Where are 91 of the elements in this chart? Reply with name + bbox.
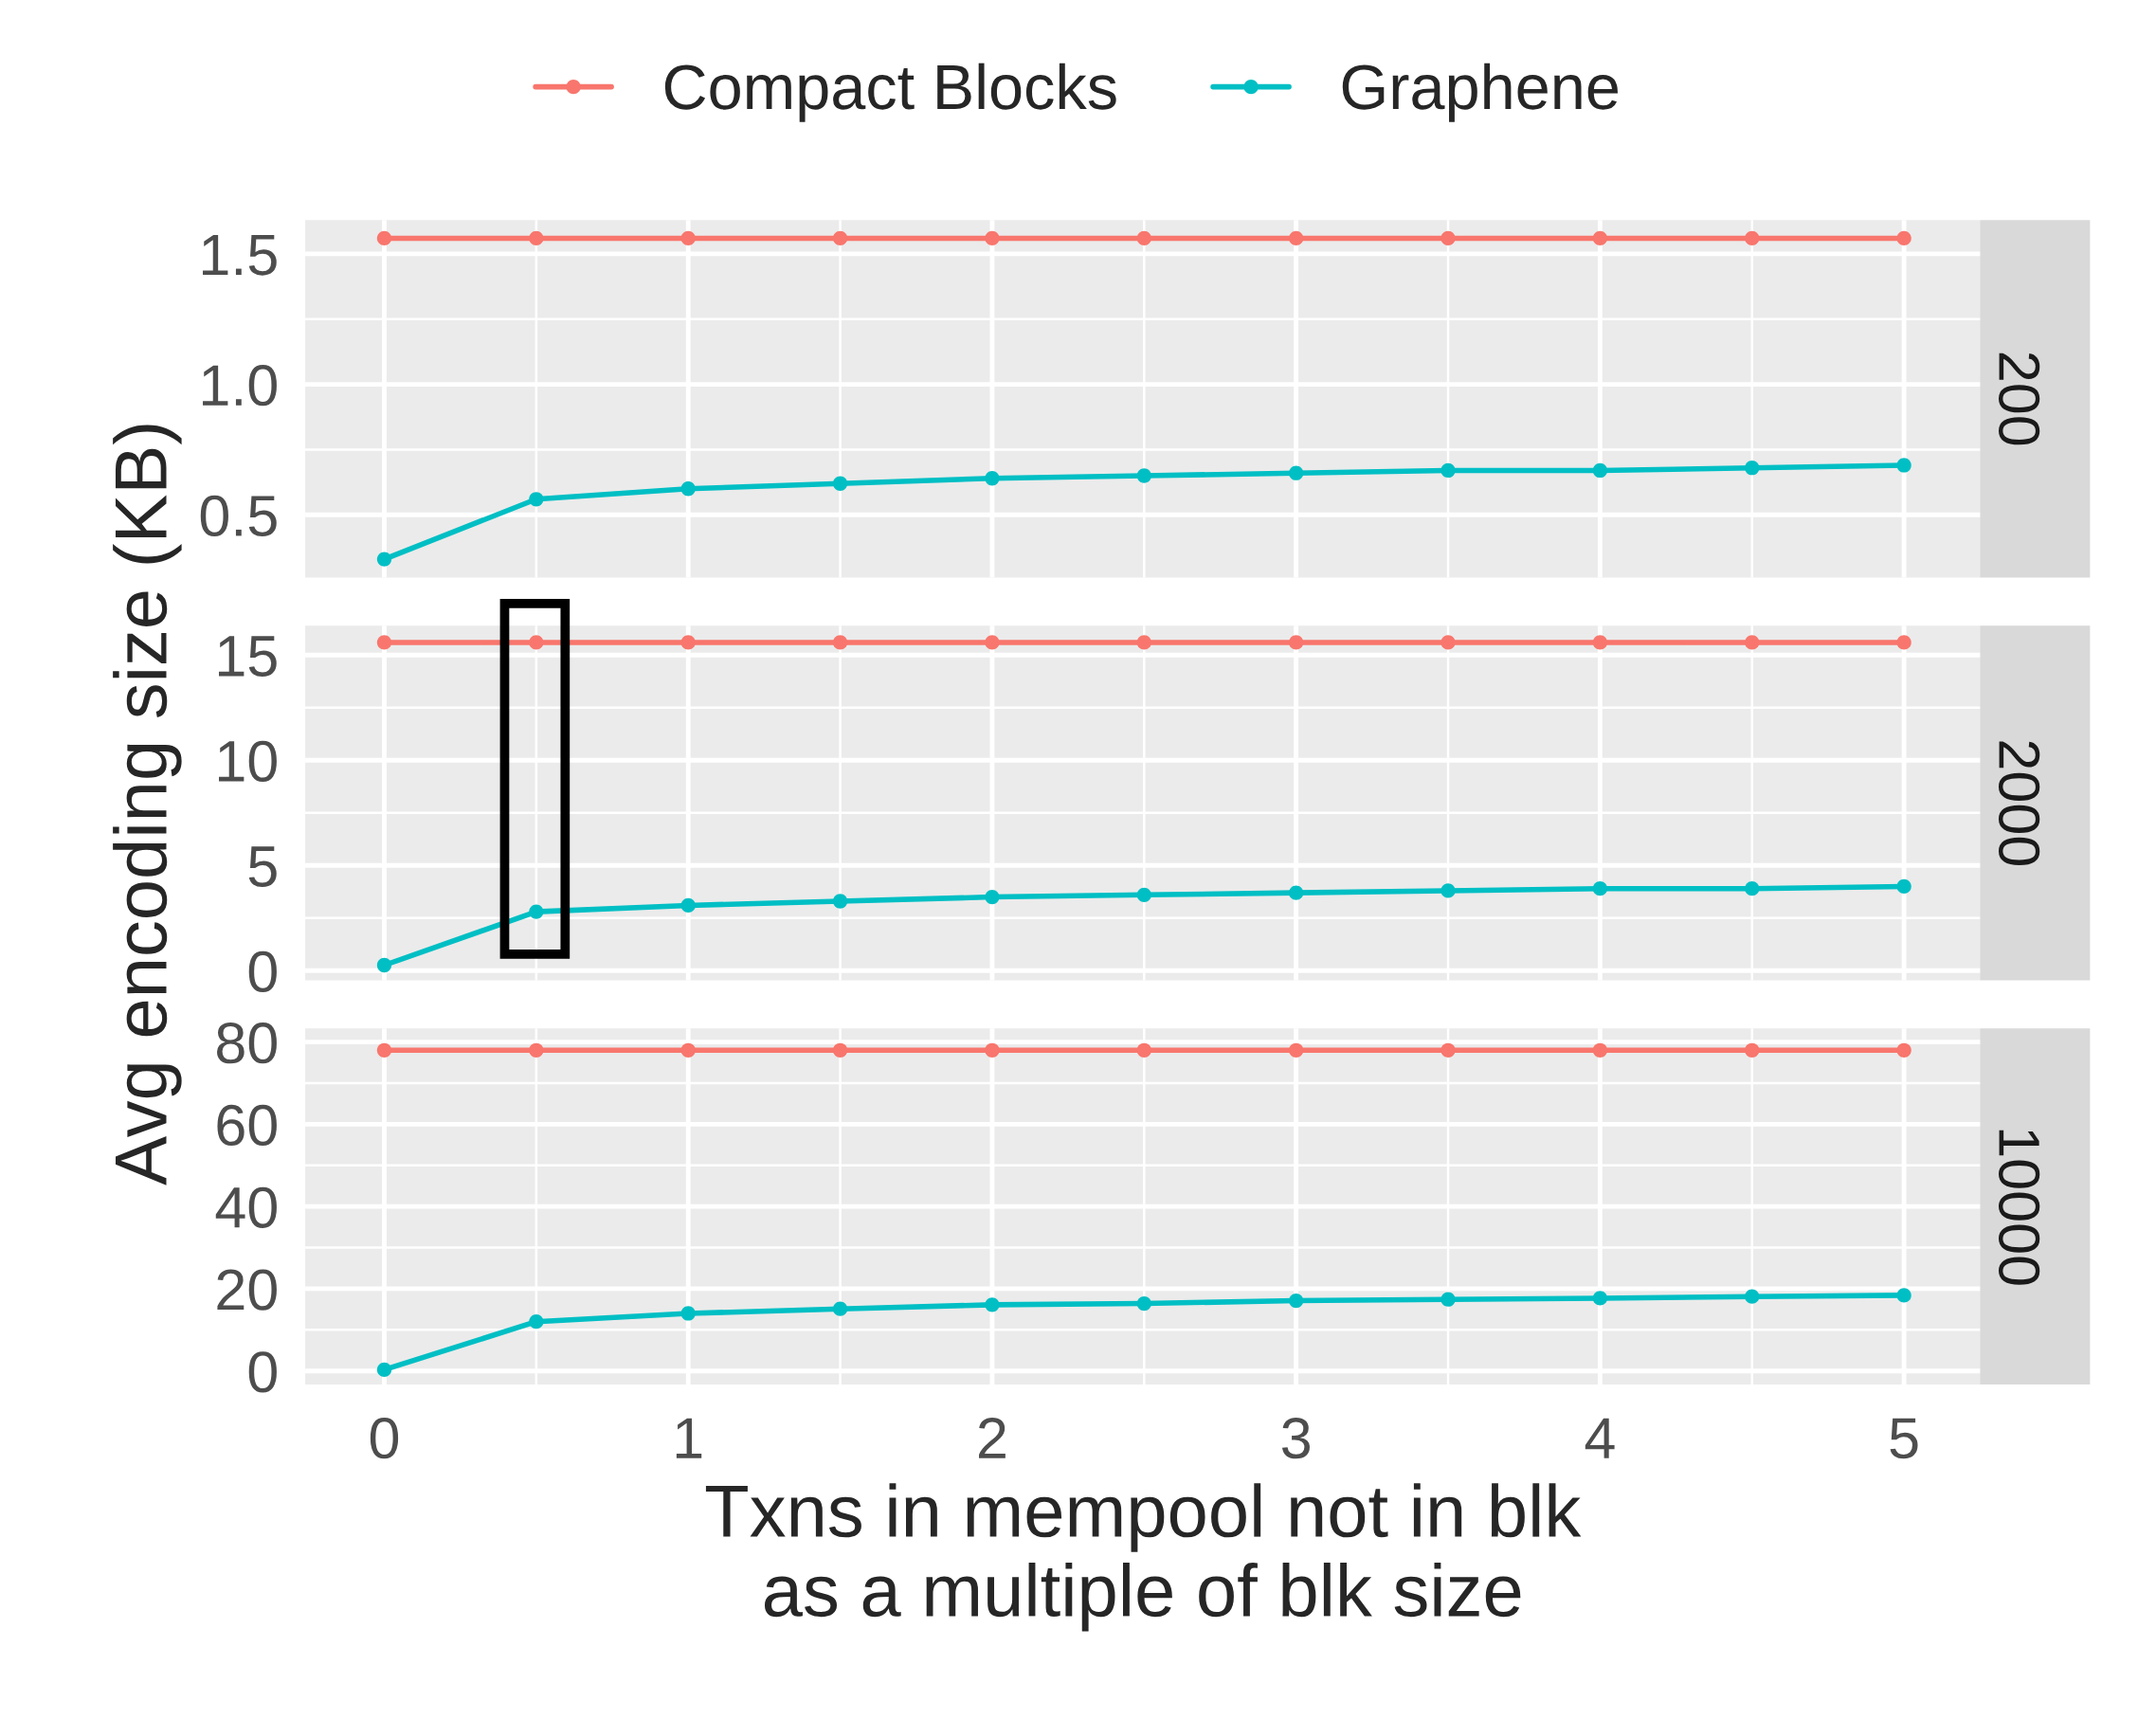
x-tick-label: 2 xyxy=(979,1418,1006,1458)
point xyxy=(1136,468,1151,483)
y-tick-label: 0.5 xyxy=(200,495,277,537)
point xyxy=(529,635,544,650)
point xyxy=(1136,1042,1151,1058)
point xyxy=(529,1042,544,1058)
legend-label: Graphene xyxy=(1342,63,1618,122)
point xyxy=(832,230,848,246)
x-axis-title: Txns in mempool not in blk as a multiple of blk size xyxy=(705,1483,1582,1632)
point xyxy=(1440,1042,1456,1058)
point xyxy=(376,230,392,246)
point xyxy=(376,957,392,973)
point xyxy=(1896,458,1911,473)
point xyxy=(1896,878,1911,895)
point xyxy=(1592,462,1608,479)
point xyxy=(529,904,544,919)
point xyxy=(1745,881,1760,896)
point xyxy=(1745,461,1760,476)
point xyxy=(985,889,1000,905)
point xyxy=(376,1362,392,1378)
y-tick-label: 5 xyxy=(248,846,277,888)
y-tick-label: 20 xyxy=(217,1269,277,1311)
point xyxy=(1745,1289,1760,1304)
y-axis-title: Avg encoding size (KB) xyxy=(113,425,182,1185)
point xyxy=(1592,1042,1608,1058)
point xyxy=(1289,465,1304,480)
point xyxy=(1440,1292,1456,1307)
point xyxy=(1289,1293,1304,1309)
point xyxy=(1289,635,1304,650)
x-tick-label: 5 xyxy=(1890,1418,1918,1459)
point xyxy=(985,230,1000,246)
x-tick-label: 0 xyxy=(370,1418,399,1459)
x-tick-label: 1 xyxy=(676,1418,702,1458)
point xyxy=(1745,230,1760,246)
point xyxy=(680,230,696,246)
point xyxy=(985,471,1000,486)
point xyxy=(832,635,848,650)
point xyxy=(680,1042,696,1058)
y-tick-label: 80 xyxy=(217,1022,277,1064)
point xyxy=(680,897,696,914)
point xyxy=(1289,230,1304,246)
point xyxy=(1136,230,1151,246)
point xyxy=(529,230,544,246)
point xyxy=(1440,230,1456,246)
legend-label: Compact Blocks xyxy=(664,63,1116,122)
point xyxy=(376,552,392,567)
point xyxy=(832,1301,848,1316)
y-tick-label: 40 xyxy=(215,1186,277,1228)
point xyxy=(529,492,544,507)
point xyxy=(1440,462,1456,479)
y-tick-label: 0 xyxy=(248,1351,277,1393)
point xyxy=(1289,1042,1304,1058)
point xyxy=(985,1042,1000,1058)
point xyxy=(1592,230,1608,246)
y-tick-label: 15 xyxy=(219,636,277,677)
point xyxy=(1136,1295,1151,1312)
point xyxy=(1745,635,1760,650)
point xyxy=(1440,635,1456,650)
point xyxy=(376,1042,392,1058)
y-tick-label: 0 xyxy=(248,950,277,993)
point xyxy=(376,635,392,650)
point xyxy=(985,1297,1000,1312)
point xyxy=(680,635,696,650)
point xyxy=(1136,635,1151,650)
y-tick-label: 60 xyxy=(217,1104,277,1147)
y-tick-label: 1.0 xyxy=(203,365,277,407)
point xyxy=(1896,635,1911,650)
point xyxy=(1440,883,1456,898)
point xyxy=(832,894,848,909)
point xyxy=(1896,230,1911,246)
y-tick-label: 1.5 xyxy=(203,235,277,276)
point xyxy=(832,476,848,491)
point xyxy=(1592,635,1608,650)
point xyxy=(1592,1291,1608,1306)
y2-axis-title: 200 xyxy=(1998,353,2040,445)
point xyxy=(1289,885,1304,900)
point xyxy=(1896,1288,1911,1303)
point xyxy=(680,481,696,497)
y-tick-label: 10 xyxy=(219,740,277,782)
y2-axis-title: 2000 xyxy=(1998,741,2040,865)
point xyxy=(1896,1042,1911,1058)
point xyxy=(1136,887,1151,902)
point xyxy=(832,1042,848,1058)
point xyxy=(529,1314,544,1330)
x-tick-label: 4 xyxy=(1585,1418,1615,1458)
point xyxy=(1592,881,1608,896)
y2-axis-title: 10000 xyxy=(1998,1130,2040,1285)
x-tick-label: 3 xyxy=(1282,1418,1310,1459)
point xyxy=(1745,1042,1760,1058)
point xyxy=(985,635,1000,650)
point xyxy=(680,1306,696,1321)
